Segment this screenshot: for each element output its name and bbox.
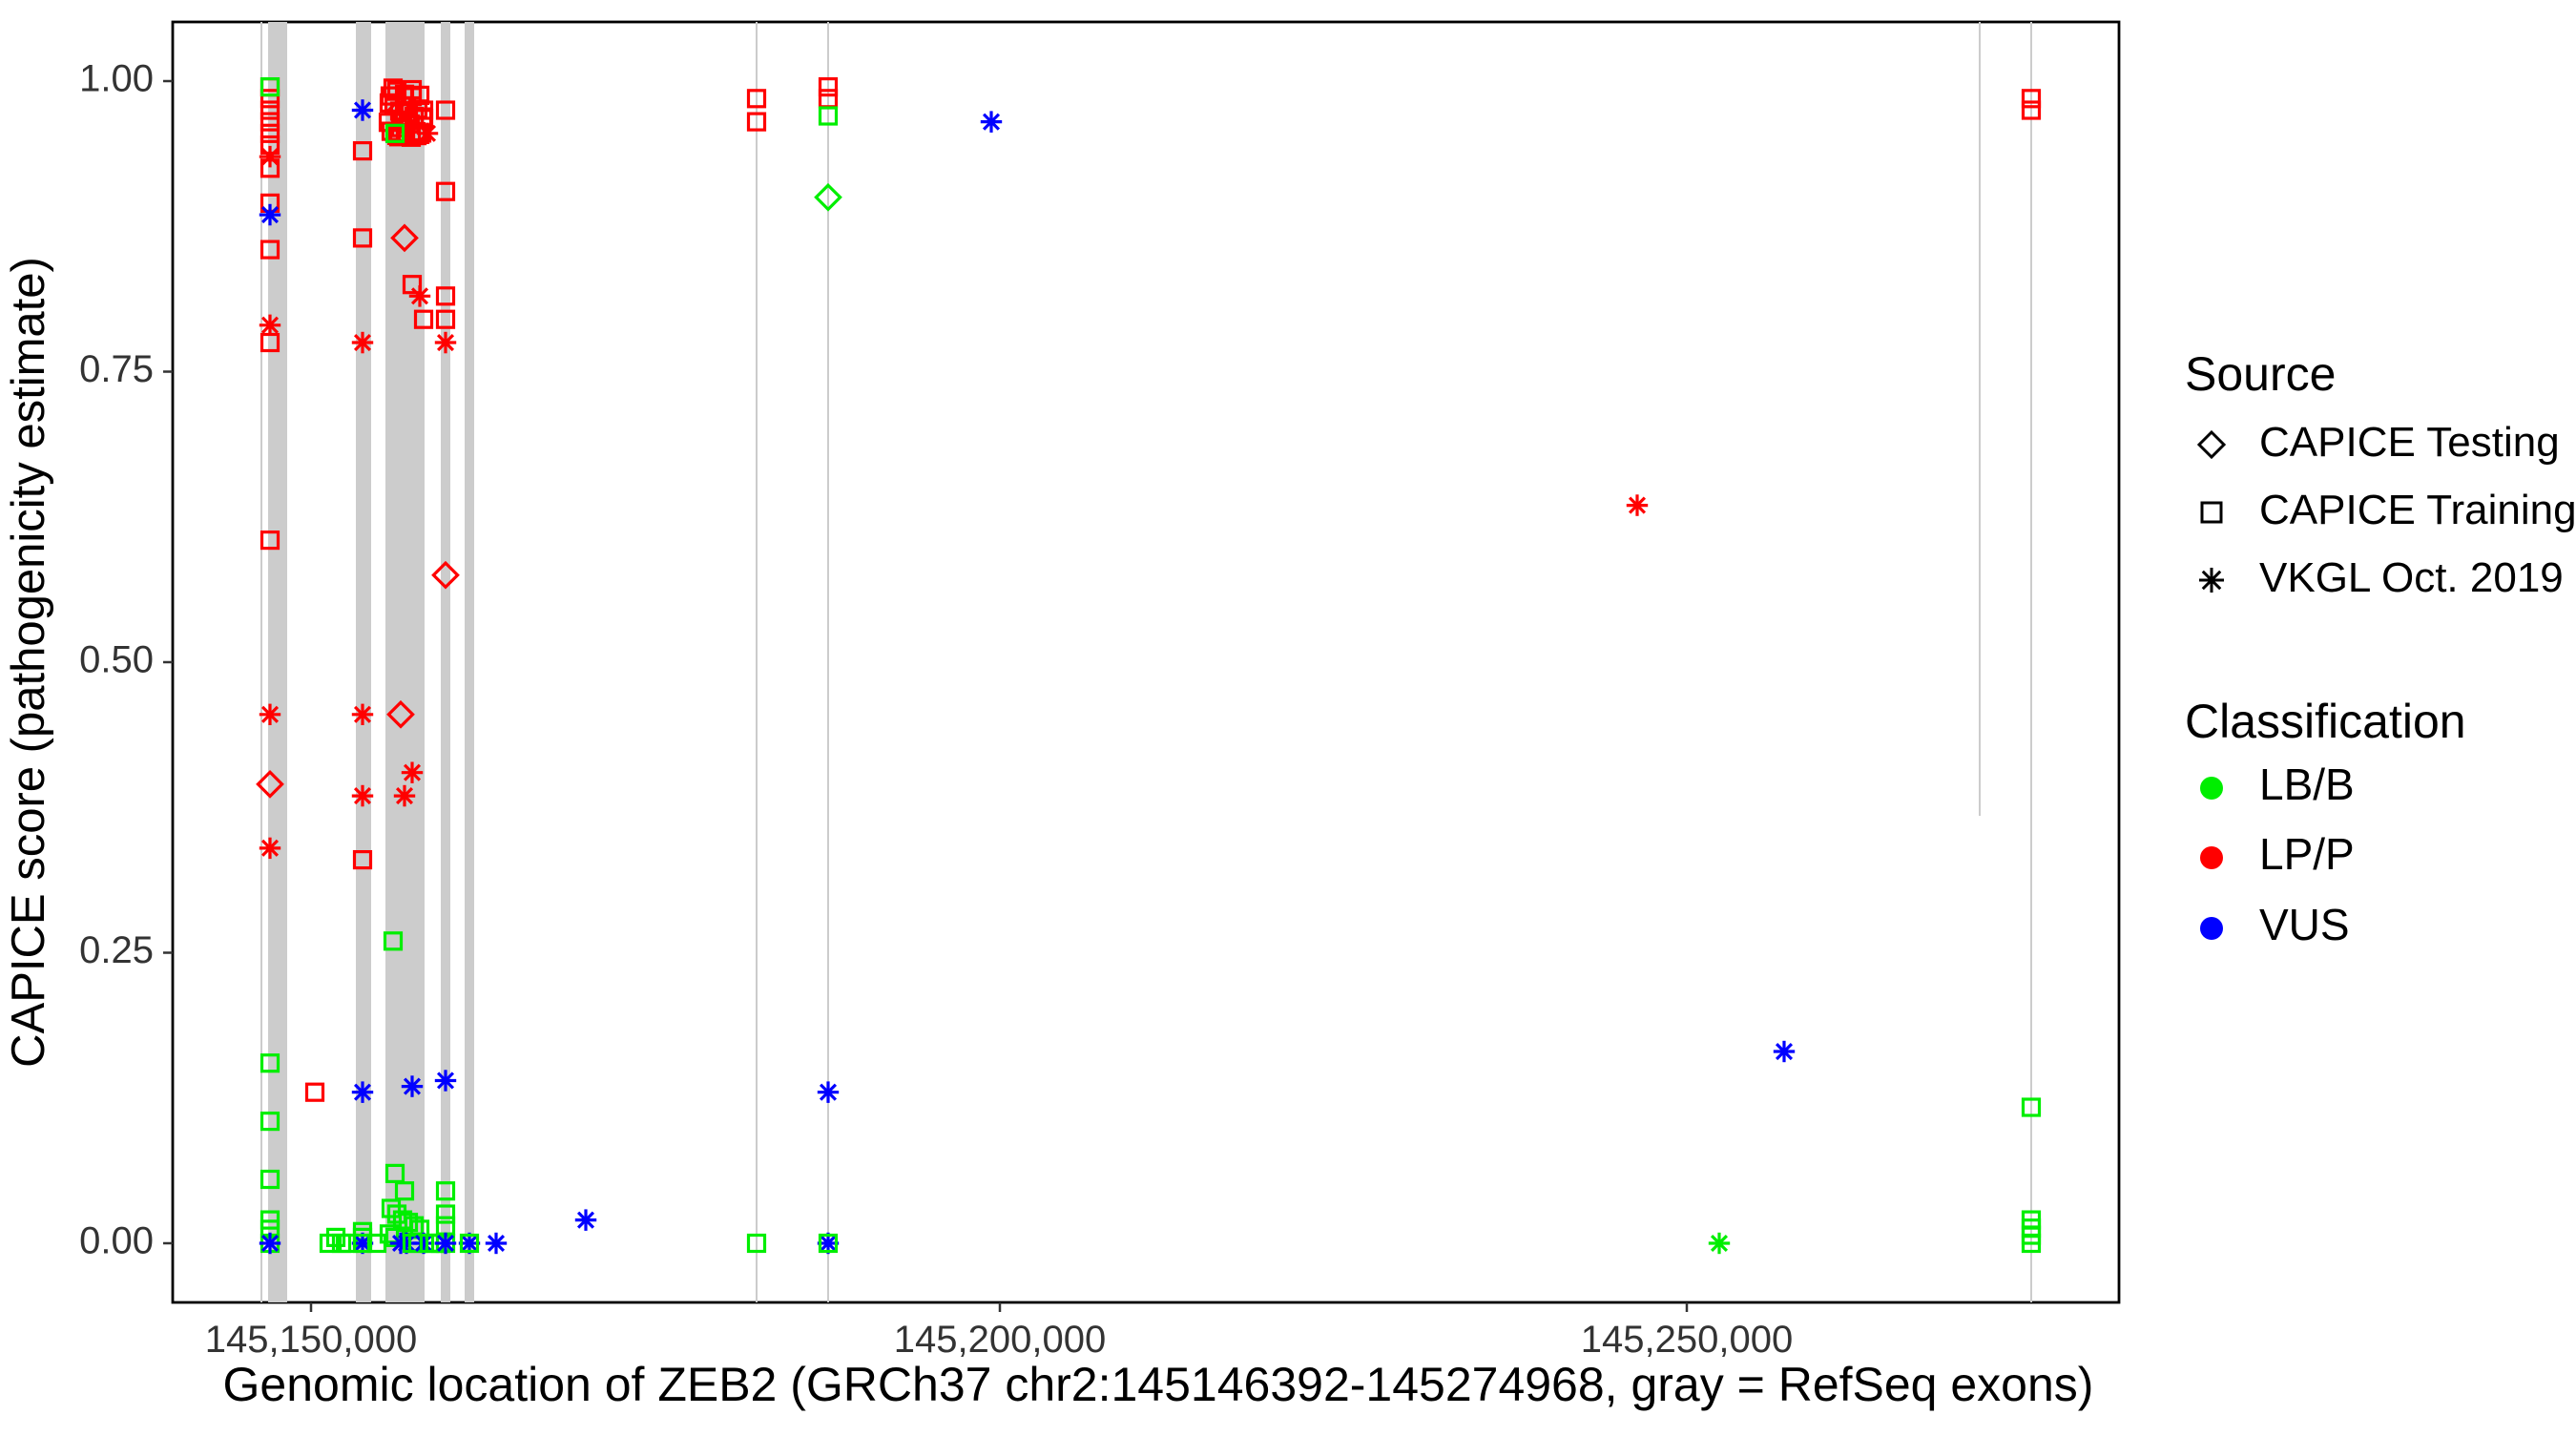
svg-text:VKGL Oct. 2019: VKGL Oct. 2019 [2259,554,2564,601]
svg-text:CAPICE Training: CAPICE Training [2259,487,2576,533]
svg-text:Source: Source [2185,347,2336,401]
svg-text:VUS: VUS [2259,900,2350,949]
svg-text:Genomic location of ZEB2 (GRCh: Genomic location of ZEB2 (GRCh37 chr2:14… [223,1358,2094,1411]
svg-text:145,250,000: 145,250,000 [1581,1319,1793,1361]
svg-text:LP/P: LP/P [2259,829,2355,879]
svg-text:CAPICE score (pathogenicity es: CAPICE score (pathogenicity estimate) [3,257,54,1068]
svg-text:0.25: 0.25 [79,929,154,971]
svg-text:Classification: Classification [2185,695,2466,748]
svg-text:0.00: 0.00 [79,1220,154,1262]
svg-text:0.50: 0.50 [79,639,154,681]
svg-text:145,200,000: 145,200,000 [894,1319,1106,1361]
svg-text:LB/B: LB/B [2259,760,2355,809]
svg-text:1.00: 1.00 [79,58,154,100]
svg-text:145,150,000: 145,150,000 [205,1319,417,1361]
svg-text:CAPICE Testing: CAPICE Testing [2259,419,2560,466]
svg-text:0.75: 0.75 [79,348,154,390]
